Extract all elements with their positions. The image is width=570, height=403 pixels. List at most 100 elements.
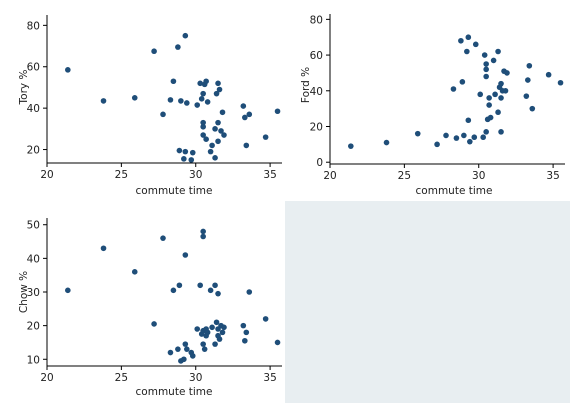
chow-x-tick-label: 20 <box>40 372 53 384</box>
ford-data-point <box>529 105 536 112</box>
ford-data-point <box>414 130 421 137</box>
ford-data-point <box>383 139 390 146</box>
ford-data-point <box>498 129 504 135</box>
chow-data-point <box>212 282 218 289</box>
tory-data-point <box>209 142 215 149</box>
chow-data-point <box>213 319 220 326</box>
ford-points <box>348 34 564 149</box>
chow-data-point <box>65 287 71 294</box>
ford-data-point <box>348 143 354 149</box>
chow-data-point <box>221 324 227 331</box>
tory-data-point <box>203 136 209 142</box>
tory-points <box>65 32 281 163</box>
ford-data-point <box>450 86 457 92</box>
tory-data-point <box>243 142 250 149</box>
ford-y-tick-label: 60 <box>310 50 323 62</box>
ford-data-point <box>471 134 478 141</box>
ford-x-tick-label: 35 <box>546 170 559 182</box>
tory-x-tick-label: 30 <box>189 169 202 181</box>
chow-data-point <box>215 290 221 297</box>
ford-data-point <box>465 117 472 124</box>
chow-data-point <box>209 324 215 331</box>
chow-y-tick-label: 40 <box>27 253 40 265</box>
tory-data-point <box>242 114 248 121</box>
ford-x-tick-label: 25 <box>398 170 411 182</box>
panel-background <box>285 0 570 201</box>
tory-x-tick-label: 25 <box>115 169 128 181</box>
chow-data-point <box>175 346 181 352</box>
chow-y-tick-label: 50 <box>27 220 40 232</box>
tory-data-point <box>215 119 221 126</box>
ford-data-point <box>526 62 533 69</box>
chow-data-point <box>243 329 250 336</box>
tory-x-tick-label: 20 <box>40 169 53 181</box>
ford-y-tick-label: 80 <box>310 14 323 26</box>
tory-data-point <box>175 44 181 50</box>
ford-data-point <box>483 129 489 135</box>
tory-data-point <box>221 132 227 138</box>
ford-data-point <box>502 87 509 94</box>
tory-data-point <box>182 148 189 155</box>
chow-data-point <box>204 329 211 336</box>
chow-data-point <box>194 326 201 332</box>
ford-x-axis-label: commute time <box>416 185 493 197</box>
chow-data-point <box>200 233 206 240</box>
chow-data-point <box>100 245 107 252</box>
tory-data-point <box>197 80 203 87</box>
chow-data-point <box>216 336 223 342</box>
ford-data-point <box>461 132 467 139</box>
chow-x-tick-label: 30 <box>189 372 202 384</box>
chow-data-point <box>181 356 187 363</box>
chow-data-point <box>151 321 157 327</box>
tory-data-point <box>200 132 206 138</box>
tory-data-point <box>213 90 220 97</box>
chow-points <box>65 228 281 364</box>
chow-data-point <box>240 322 247 329</box>
tory-scatter-panel: 20 25 30 35 20 40 60 80 commute time Tory % <box>0 0 285 201</box>
tory-data-point <box>184 100 190 106</box>
tory-y-tick-label: 60 <box>27 62 40 74</box>
tory-data-point <box>215 80 221 87</box>
ford-data-point <box>492 91 498 98</box>
ford-data-point <box>459 79 466 85</box>
chow-data-point <box>176 282 183 289</box>
chow-data-point <box>170 287 177 294</box>
ford-data-point <box>498 80 504 87</box>
chow-y-tick-label: 20 <box>27 321 40 333</box>
ford-data-point <box>483 73 489 80</box>
chow-x-tick-label: 25 <box>115 372 128 384</box>
ford-y-axis-label: Ford % <box>300 67 312 103</box>
ford-x-tick-label: 30 <box>472 170 485 182</box>
tory-data-point <box>181 156 187 162</box>
chow-data-point <box>242 337 248 344</box>
tory-data-point <box>240 103 247 109</box>
tory-data-point <box>194 102 201 108</box>
ford-data-point <box>525 77 531 83</box>
tory-data-point <box>212 126 218 132</box>
chow-data-point <box>246 289 253 295</box>
tory-data-point <box>167 97 174 103</box>
chow-x-axis-label: commute time <box>136 386 213 398</box>
tory-data-point <box>219 109 226 116</box>
tory-data-point <box>131 94 138 101</box>
chow-data-point <box>201 346 208 352</box>
ford-data-point <box>545 71 552 78</box>
tory-data-point <box>218 128 224 134</box>
ford-data-point <box>453 135 460 141</box>
tory-data-point <box>246 111 253 118</box>
chow-data-point <box>219 329 226 336</box>
chow-data-point <box>207 287 214 294</box>
tory-data-point <box>200 123 206 130</box>
chow-data-point <box>167 349 174 356</box>
chow-data-point <box>274 339 281 346</box>
tory-data-point <box>151 48 157 55</box>
chow-data-point <box>212 341 218 347</box>
tory-axes: 20 25 30 35 20 40 60 80 <box>27 15 282 181</box>
ford-data-point <box>472 41 479 48</box>
chow-data-point <box>184 346 190 352</box>
chow-data-point <box>182 341 189 347</box>
tory-data-point <box>212 155 218 161</box>
